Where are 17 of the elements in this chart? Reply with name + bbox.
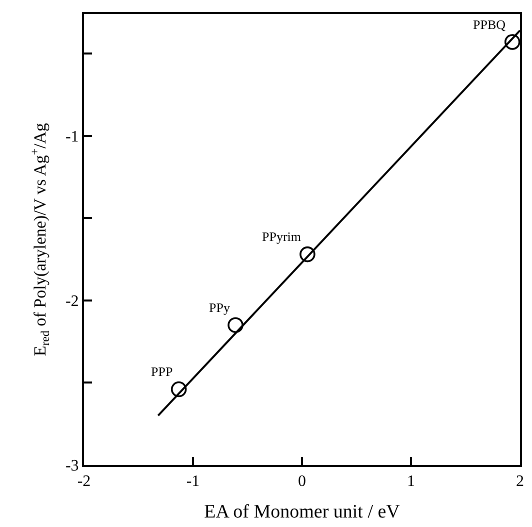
annotation: PPP: [151, 364, 173, 379]
point: [170, 381, 187, 398]
x-tick-label: 2: [516, 473, 524, 490]
x-tick-label: 0: [298, 473, 306, 490]
annotation: PPBQ: [473, 17, 506, 32]
annotation: PPy: [209, 300, 230, 315]
x-tick-label: 1: [407, 473, 415, 490]
point: [300, 246, 316, 262]
point: [504, 34, 520, 50]
x-tick-label: -2: [77, 473, 91, 490]
y-tick-label: -1: [65, 128, 79, 146]
x-axis-title: EA of Monomer unit / eV: [204, 502, 400, 522]
point: [228, 317, 244, 333]
y-tick-label: -3: [65, 458, 79, 475]
x-tick-label: -1: [186, 473, 200, 490]
y-tick-label: -2: [65, 293, 79, 310]
annotation: PPyrim: [262, 229, 302, 244]
